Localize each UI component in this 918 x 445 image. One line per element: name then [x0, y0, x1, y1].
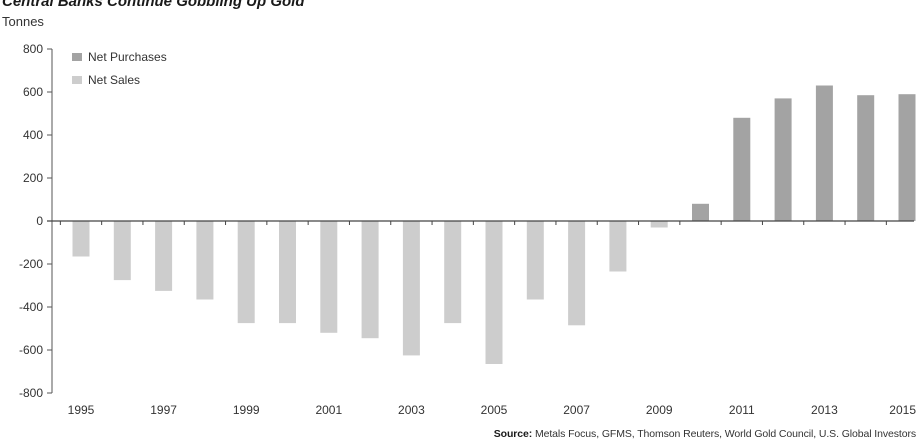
y-tick-label: 200	[23, 171, 43, 185]
bars	[72, 85, 916, 364]
bar-net-sales-1996	[113, 221, 131, 281]
y-tick-label: -800	[19, 386, 43, 400]
x-tick-label: 2003	[398, 403, 425, 417]
bar-net-purchases-2011	[733, 117, 751, 221]
x-tick-label: 2005	[481, 403, 508, 417]
bar-net-sales-2006	[526, 221, 544, 300]
x-tick-label: 1995	[68, 403, 95, 417]
bar-net-purchases-2014	[857, 95, 875, 221]
bar-net-sales-2003	[402, 221, 420, 356]
legend: Net Purchases Net Sales	[72, 50, 167, 87]
bar-net-sales-2009	[650, 221, 668, 228]
y-tick-label: -400	[19, 300, 43, 314]
y-axis-unit-label: Tonnes	[2, 14, 44, 29]
bar-net-sales-2000	[279, 221, 296, 324]
y-tick-label: -600	[19, 343, 43, 357]
y-tick-label: 600	[23, 85, 43, 99]
bar-net-purchases-2015	[898, 94, 916, 221]
bar-net-purchases-2013	[815, 85, 833, 221]
bar-net-sales-2005	[485, 221, 503, 364]
bar-net-sales-2004	[444, 221, 462, 324]
source-text: Metals Focus, GFMS, Thomson Reuters, Wor…	[532, 428, 916, 440]
x-axis: 1995 1997 1999 2001 2003 2005 2007 2009 2011 2013…	[47, 220, 916, 417]
chart-title: Central Banks Continue Gobbling Up Gold	[2, 0, 305, 10]
source-note: Source: Metals Focus, GFMS, Thomson Reut…	[494, 428, 916, 440]
x-tick-label: 2009	[646, 403, 673, 417]
bar-net-sales-2008	[609, 221, 627, 272]
y-tick-label: -200	[19, 257, 43, 271]
x-tick-label: 1997	[150, 403, 177, 417]
x-tick-label: 1999	[233, 403, 260, 417]
source-label: Source:	[493, 428, 533, 440]
y-tick-label: 800	[23, 42, 43, 56]
bar-net-sales-1998	[196, 221, 214, 300]
x-tick-label: 2013	[811, 403, 838, 417]
x-tick-label: 2015	[889, 403, 916, 417]
x-tick-label: 2001	[315, 403, 342, 417]
x-tick-label: 2011	[729, 403, 755, 417]
y-tick-label: 400	[23, 128, 43, 142]
bar-net-purchases-2012	[774, 98, 792, 221]
bar-net-sales-1997	[155, 221, 173, 291]
bar-net-sales-2002	[361, 221, 379, 339]
y-axis: 800 600 400 200 0 -200 -400 -600 -800	[19, 42, 53, 400]
bar-net-sales-2007	[568, 221, 586, 326]
bar-net-sales-2001	[320, 221, 338, 333]
y-tick-label: 0	[36, 214, 43, 228]
legend-label: Net Sales	[88, 73, 140, 87]
bar-net-sales-1999	[237, 221, 255, 324]
legend-swatch	[72, 76, 82, 84]
legend-label: Net Purchases	[88, 50, 167, 64]
legend-swatch	[72, 53, 82, 61]
bar-net-purchases-2010	[692, 203, 709, 221]
x-tick-label: 2007	[563, 403, 590, 417]
bar-net-sales-1995	[72, 221, 90, 257]
